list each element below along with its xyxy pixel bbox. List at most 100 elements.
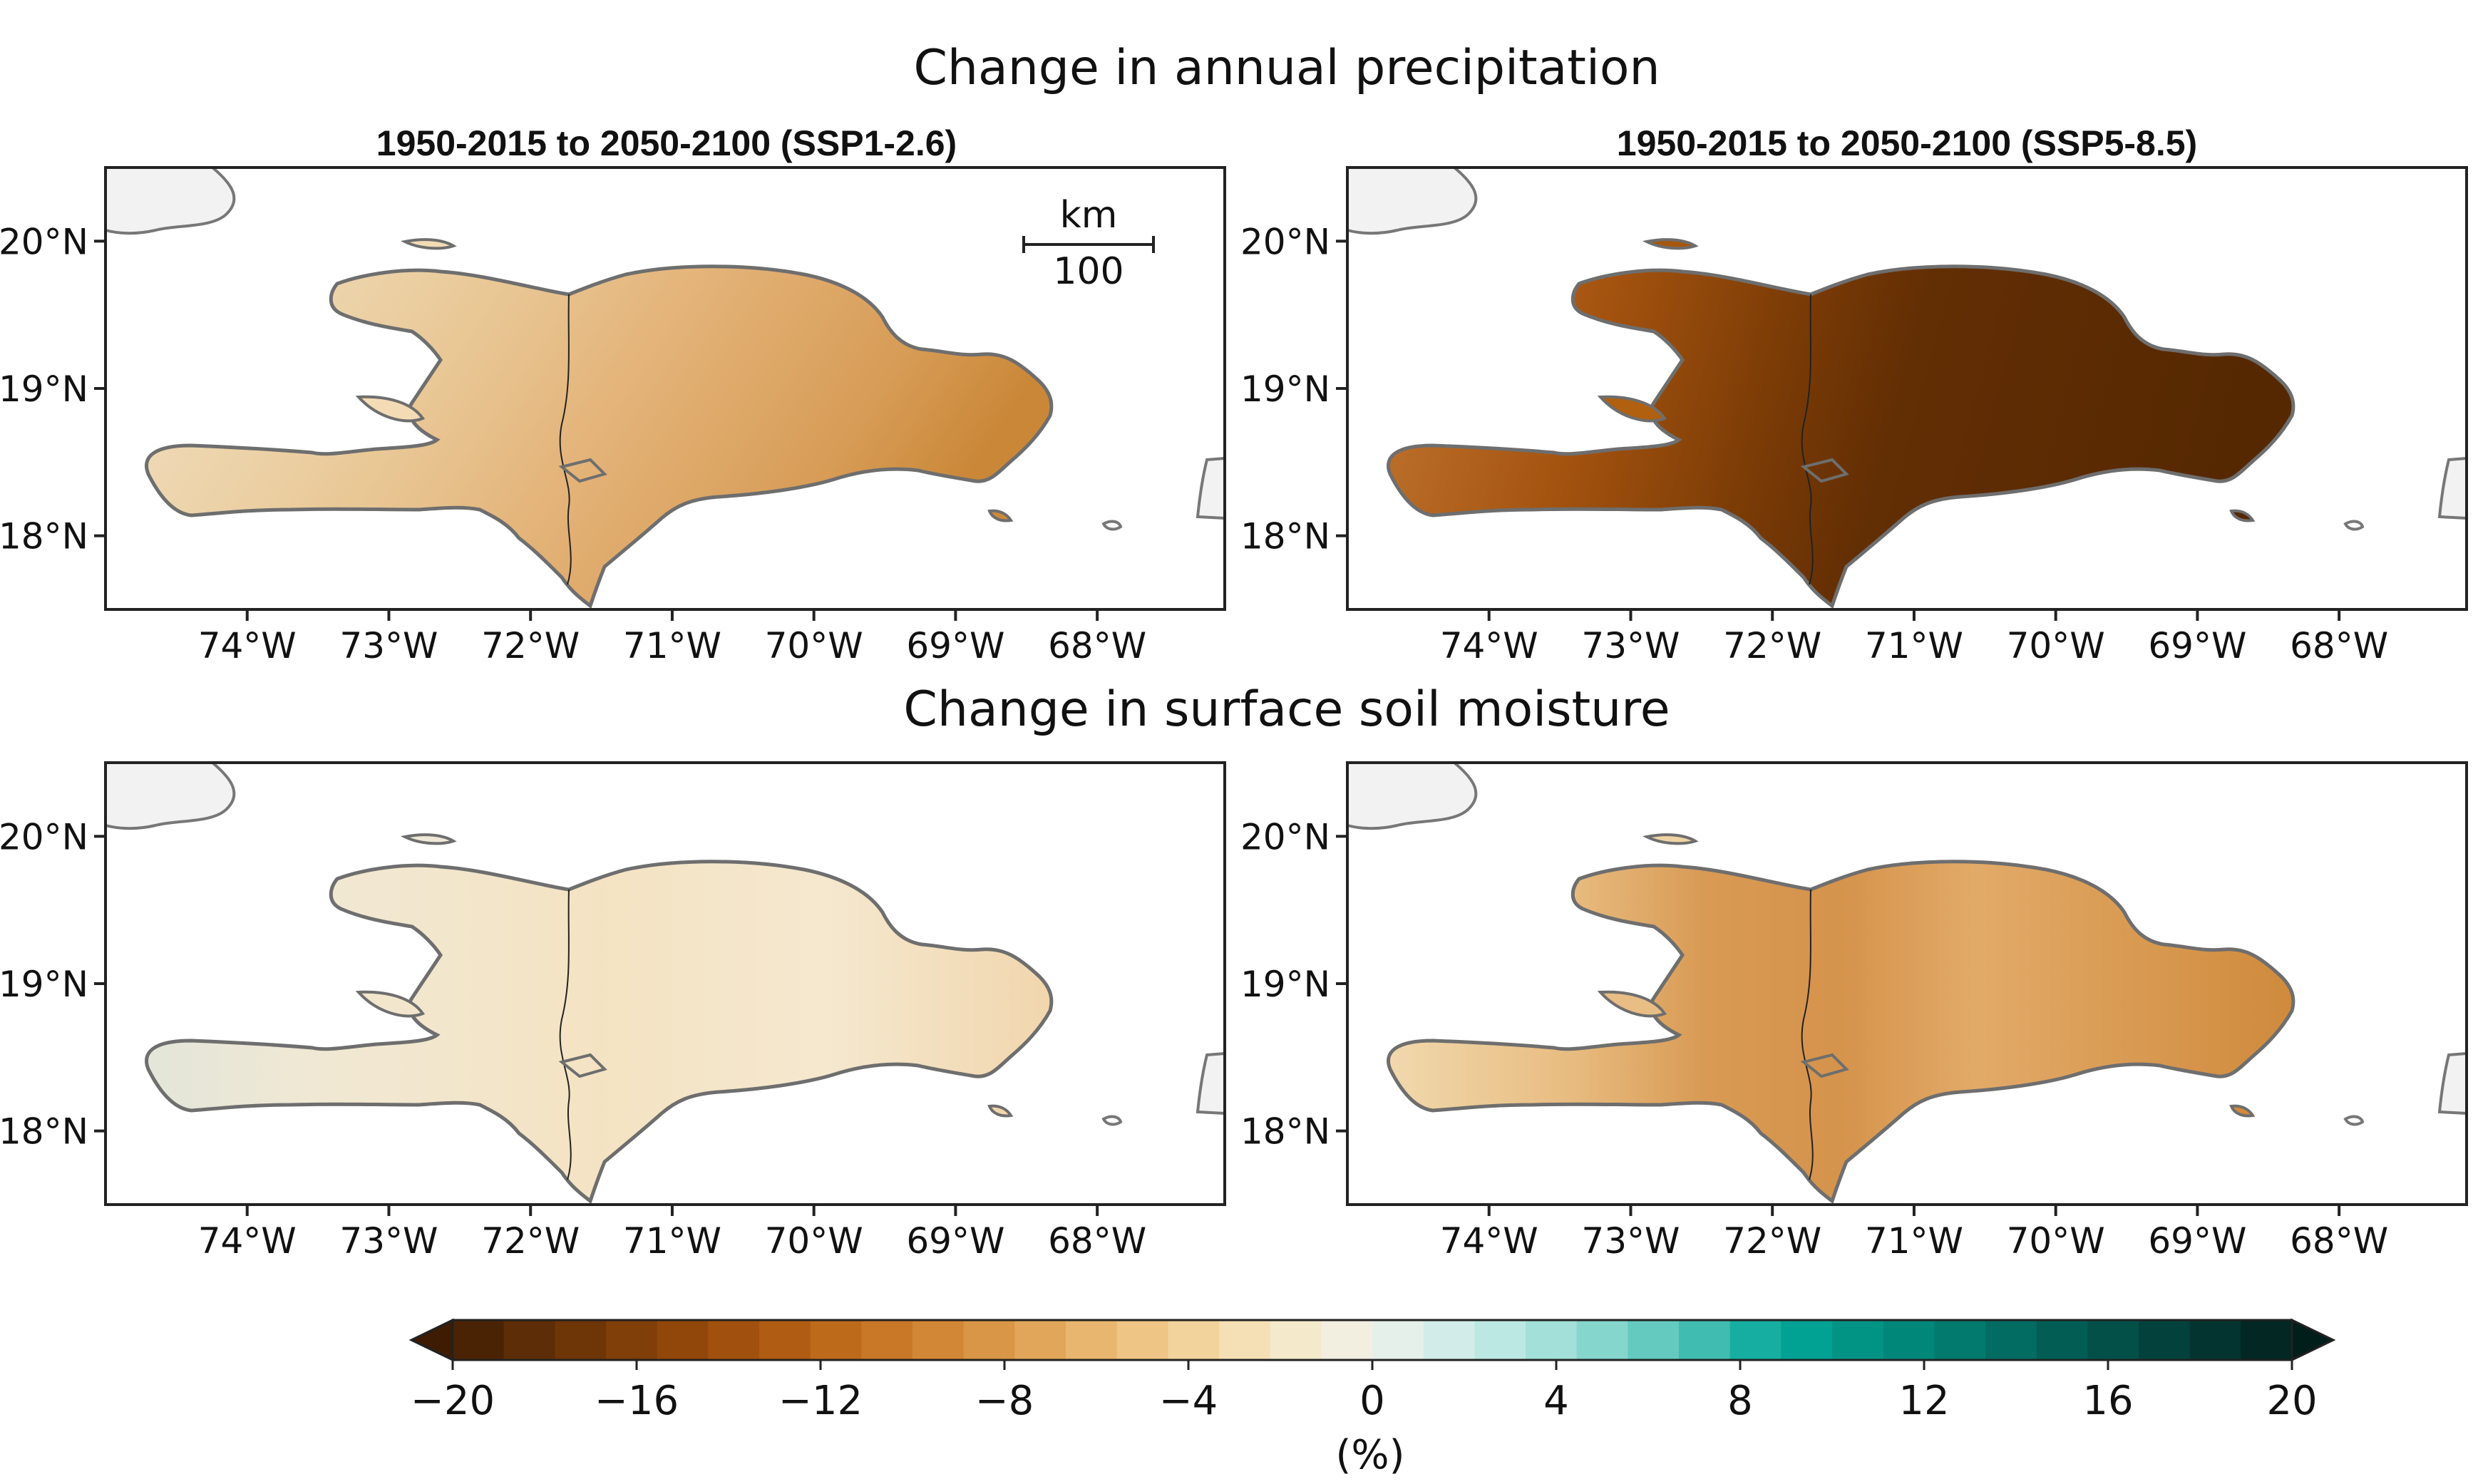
colorbar-extend-low	[408, 1318, 454, 1362]
lat-tick-label: 20°N	[1240, 221, 1330, 262]
saona-island	[2229, 509, 2256, 522]
mona-island	[1101, 520, 1123, 531]
colorbar-tick-label: 0	[1359, 1378, 1385, 1424]
scale-bar: km 100	[1022, 194, 1155, 293]
colorbar-segment	[1066, 1320, 1118, 1360]
cuba-landmass	[104, 166, 236, 235]
saona-island	[987, 1104, 1014, 1118]
cuba-landmass	[1346, 166, 1478, 235]
colorbar-segment	[657, 1320, 709, 1360]
colorbar-segment	[1474, 1320, 1526, 1360]
colorbar-ticks: −20 −16 −12 −8 −4 0 4 8 12 16 20	[411, 1360, 2318, 1424]
colorbar-segment	[1576, 1320, 1628, 1360]
row-title-soil-moisture: Change in surface soil moisture	[903, 681, 1670, 738]
lon-tick-label: 74°W	[198, 625, 297, 666]
lon-tick-label: 69°W	[2148, 625, 2246, 666]
colorbar-segment	[2241, 1320, 2293, 1360]
puerto-rico-landmass	[1196, 1051, 1226, 1115]
colorbar-extend-high	[2291, 1318, 2336, 1362]
lon-tick-label: 71°W	[623, 625, 721, 666]
colorbar-segment	[1729, 1320, 1782, 1360]
colorbar-unit-label: (%)	[1336, 1432, 1405, 1478]
lon-tick-label: 74°W	[1440, 625, 1538, 666]
haiti-dr-border	[1801, 294, 1814, 585]
colorbar-segments	[453, 1320, 2293, 1360]
colorbar-segment	[810, 1320, 862, 1360]
colorbar-segment	[912, 1320, 965, 1360]
colorbar-segment	[1116, 1320, 1168, 1360]
lat-tick-label: 19°N	[0, 369, 88, 410]
gonave-island	[355, 990, 426, 1018]
lon-tick-label: 70°W	[765, 1220, 863, 1262]
lake-enriquillo	[1800, 458, 1849, 483]
map-panel-precip-ssp585	[1346, 166, 2468, 611]
colorbar-segment	[2036, 1320, 2088, 1360]
colorbar-segment	[1014, 1320, 1066, 1360]
lon-tick-label: 71°W	[1865, 1220, 1963, 1262]
lon-tick-label: 73°W	[339, 625, 438, 666]
lon-tick-label: 68°W	[1048, 625, 1146, 666]
lon-tick-label: 70°W	[2007, 1220, 2105, 1262]
lon-tick-label: 70°W	[765, 625, 863, 666]
tortuga-island	[1642, 833, 1699, 845]
haiti-dr-border	[559, 889, 572, 1180]
lat-tick-label: 18°N	[0, 1111, 88, 1153]
colorbar-tick-label: 4	[1543, 1378, 1569, 1424]
lat-tick-label: 18°N	[0, 516, 88, 557]
lon-tick-label: 74°W	[198, 1220, 297, 1262]
panel-title-ssp126: 1950-2015 to 2050-2100 (SSP1-2.6)	[376, 123, 957, 163]
map-panel-soil-ssp585	[1346, 761, 2468, 1206]
colorbar-segment	[453, 1320, 505, 1360]
lon-tick-label: 73°W	[339, 1220, 438, 1262]
map-panel-precip-ssp126: km 100	[104, 166, 1226, 611]
colorbar-tick-label: 16	[2082, 1378, 2133, 1424]
colorbar-segment	[1526, 1320, 1578, 1360]
lon-tick-label: 72°W	[481, 625, 580, 666]
lon-tick-label: 69°W	[2148, 1220, 2246, 1262]
scale-bar-value: 100	[1053, 250, 1124, 293]
colorbar-segment	[2189, 1320, 2241, 1360]
mona-island	[1101, 1115, 1123, 1126]
colorbar-segment	[1883, 1320, 1935, 1360]
haiti-dr-border	[559, 294, 572, 585]
colorbar-tick-label: 20	[2266, 1378, 2317, 1424]
lat-tick-label: 19°N	[1240, 964, 1330, 1005]
lat-tick-label: 20°N	[0, 221, 88, 262]
lon-tick-label: 73°W	[1581, 625, 1680, 666]
lon-tick-label: 70°W	[2007, 625, 2105, 666]
tortuga-island	[400, 238, 457, 250]
mona-island	[2343, 520, 2365, 531]
lon-tick-label: 72°W	[1723, 625, 1821, 666]
lat-tick-label: 19°N	[0, 964, 88, 1005]
lon-tick-label: 71°W	[623, 1220, 721, 1262]
lat-tick-label: 20°N	[0, 816, 88, 857]
colorbar-segment	[555, 1320, 607, 1360]
colorbar-segment	[2087, 1320, 2139, 1360]
lon-tick-label: 73°W	[1581, 1220, 1680, 1262]
colorbar-segment	[1832, 1320, 1884, 1360]
lon-tick-label: 72°W	[1723, 1220, 1821, 1262]
lake-enriquillo	[1800, 1053, 1849, 1078]
colorbar-segment	[861, 1320, 913, 1360]
lon-tick-label: 71°W	[1865, 625, 1963, 666]
scale-bar-unit: km	[1060, 194, 1118, 237]
lon-tick-label: 69°W	[906, 1220, 1004, 1262]
colorbar-segment	[1679, 1320, 1731, 1360]
puerto-rico-landmass	[1196, 456, 1226, 520]
colorbar-segment	[1985, 1320, 2037, 1360]
colorbar-segment	[963, 1320, 1015, 1360]
lon-tick-label: 69°W	[906, 625, 1004, 666]
puerto-rico-landmass	[2437, 456, 2468, 520]
colorbar-segment	[1781, 1320, 1833, 1360]
colorbar-segment	[708, 1320, 760, 1360]
colorbar-segment	[1372, 1320, 1424, 1360]
gonave-island	[355, 395, 426, 423]
tortuga-island	[400, 833, 457, 845]
colorbar-tick-label: −20	[411, 1378, 495, 1424]
haiti-dr-border	[1801, 889, 1814, 1180]
lat-tick-label: 19°N	[1240, 369, 1330, 410]
colorbar-segment	[1219, 1320, 1271, 1360]
colorbar-segment	[606, 1320, 658, 1360]
gonave-island	[1597, 395, 1667, 423]
